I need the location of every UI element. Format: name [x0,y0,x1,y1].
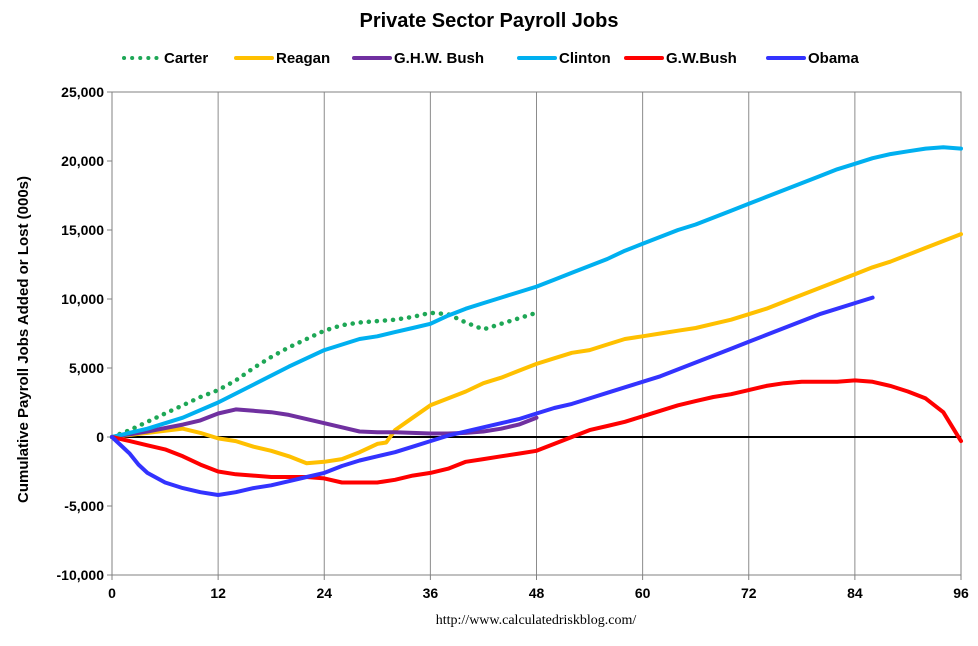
y-axis-label: Cumulative Payroll Jobs Added or Lost (0… [15,176,32,503]
y-tick-label: -5,000 [64,498,104,514]
x-axis-ticks: 0 12 24 36 48 60 72 84 96 [108,575,969,601]
legend-label: Obama [808,50,860,67]
legend-label: Clinton [559,50,611,67]
x-tick-label: 36 [423,585,439,601]
x-tick-label: 24 [316,585,332,601]
x-tick-label: 72 [741,585,757,601]
x-tick-label: 84 [847,585,863,601]
x-tick-label: 12 [210,585,226,601]
legend-label: Carter [164,50,208,67]
y-tick-label: -10,000 [57,567,105,583]
series-line-g-w-bush [110,378,963,485]
x-tick-label: 96 [953,585,969,601]
y-tick-label: 25,000 [61,84,104,100]
series-line-reagan [110,232,963,466]
legend-label: G.W.Bush [666,50,737,67]
y-tick-label: 10,000 [61,291,104,307]
legend-label: Reagan [276,50,330,67]
legend-label: G.H.W. Bush [394,50,484,67]
y-tick-label: 20,000 [61,153,104,169]
x-tick-label: 60 [635,585,651,601]
legend: Carter Reagan G.H.W. Bush Clinton G.W.Bush Ob… [122,50,860,67]
chart-title: Private Sector Payroll Jobs [359,10,618,32]
series-line-obama [110,295,875,497]
y-tick-label: 5,000 [69,360,104,376]
y-tick-label: 15,000 [61,222,104,238]
y-axis-ticks: -10,000 -5,000 0 5,000 10,000 15,000 20,000 25,… [57,84,112,583]
x-tick-label: 0 [108,585,116,601]
series-line-clinton [110,145,963,439]
x-tick-label: 48 [529,585,545,601]
series-lines [109,145,963,497]
y-tick-label: 0 [96,429,104,445]
source-url: http://www.calculatedriskblog.com/ [436,613,637,628]
series-line-g-h-w-bush [110,407,539,439]
